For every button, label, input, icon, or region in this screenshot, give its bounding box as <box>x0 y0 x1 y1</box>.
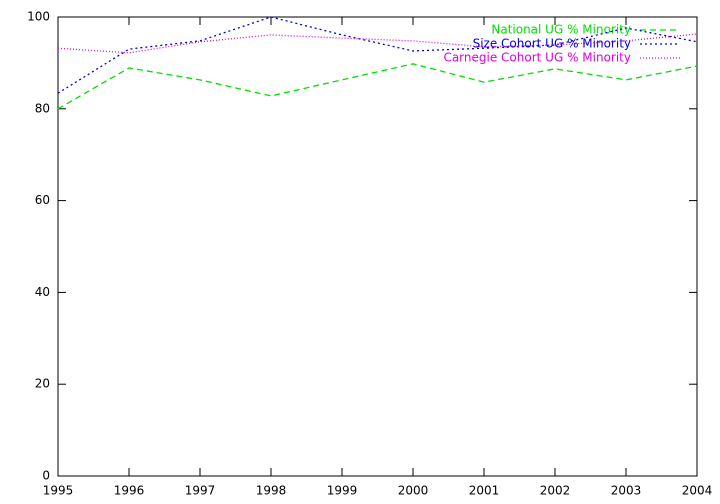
x-tick-label: 1996 <box>114 484 145 498</box>
y-tick-label: 100 <box>27 10 50 24</box>
legend-label: Carnegie Cohort UG % Minority <box>443 51 631 65</box>
x-tick-label: 1995 <box>43 484 74 498</box>
plot-frame <box>57 16 698 477</box>
y-tick-label: 0 <box>42 469 50 483</box>
x-tick-label: 2002 <box>540 484 571 498</box>
x-tick-label: 2001 <box>469 484 500 498</box>
series-line <box>57 33 698 54</box>
x-tick-label: 2003 <box>611 484 642 498</box>
y-tick-label: 20 <box>35 377 50 391</box>
x-tick-label: 2004 <box>682 484 713 498</box>
y-tick-label: 40 <box>35 285 50 299</box>
series-line <box>57 63 698 110</box>
x-tick-label: 2000 <box>398 484 429 498</box>
x-tick-label: 1997 <box>185 484 216 498</box>
y-tick-label: 60 <box>35 193 50 207</box>
x-tick-label: 1999 <box>327 484 358 498</box>
x-tick-label: 1998 <box>256 484 287 498</box>
legend-label: National UG % Minority <box>491 23 631 37</box>
legend-label: Size Cohort UG % Minority <box>473 37 631 51</box>
y-tick-label: 80 <box>35 101 50 115</box>
